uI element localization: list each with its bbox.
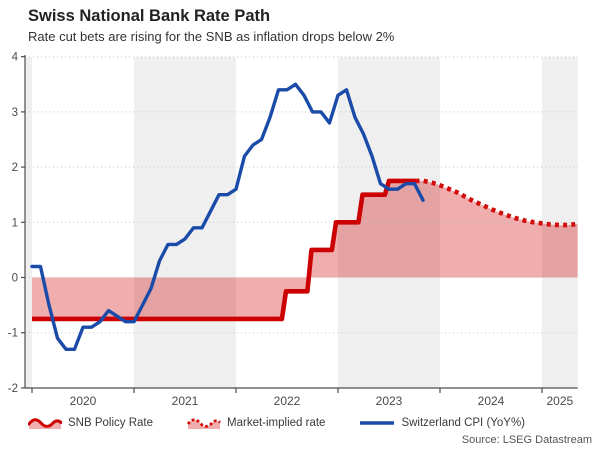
x-tick-label: 2023 [376, 394, 403, 408]
year-band [24, 57, 32, 388]
legend-item-switzerland-cpi: Switzerland CPI (YoY%) [359, 416, 525, 430]
chart-canvas: 4 3 2 1 0 -1 -2 2020 2021 2022 2023 2024 2025 [8, 52, 578, 408]
legend-label-market-implied-rate: Market-implied rate [227, 417, 326, 429]
x-tick-label: 2024 [478, 394, 505, 408]
y-tick-label: 1 [12, 217, 18, 229]
rate-area-fill [32, 180, 578, 319]
chart-legend: SNB Policy Rate Market-implied rate Swit… [28, 416, 525, 430]
policy-rate-line [32, 178, 416, 322]
x-tick-label: 2020 [70, 394, 97, 408]
legend-label-switzerland-cpi: Switzerland CPI (YoY%) [401, 417, 526, 429]
x-tick-label: 2022 [274, 394, 301, 408]
y-tick-label: 0 [12, 273, 18, 285]
market-implied-swatch-icon [187, 418, 221, 429]
cpi-swatch-icon [360, 421, 395, 425]
policy-rate-swatch-icon [28, 418, 62, 429]
cpi-line [30, 82, 425, 351]
y-tick-label: 3 [12, 107, 18, 119]
x-tick-label: 2025 [546, 394, 573, 408]
y-tick-label: 4 [12, 52, 19, 64]
chart-title: Swiss National Bank Rate Path [28, 7, 271, 25]
legend-item-market-implied-rate: Market-implied rate [187, 416, 325, 430]
legend-label-snb-policy-rate: SNB Policy Rate [68, 417, 154, 429]
y-tick-label: -2 [8, 383, 18, 395]
market-implied-line [415, 178, 578, 228]
chart-subtitle: Rate cut bets are rising for the SNB as … [28, 29, 395, 44]
legend-item-snb-policy-rate: SNB Policy Rate [28, 416, 153, 430]
y-tick-label: 2 [12, 162, 18, 174]
x-tick-label: 2021 [172, 394, 199, 408]
y-tick-label: -1 [8, 328, 18, 340]
source-credit: Source: LSEG Datastream [461, 434, 592, 446]
